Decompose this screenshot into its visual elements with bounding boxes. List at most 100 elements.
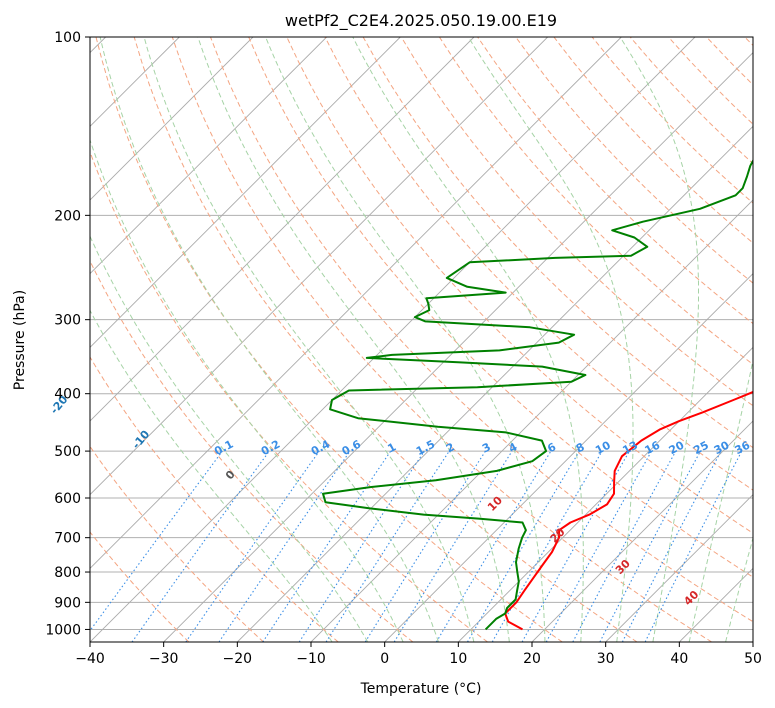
- mixing-ratio-label: 8: [574, 440, 587, 455]
- dry-adiabat-label: -10: [130, 428, 153, 452]
- mixing-ratio-label: 25: [691, 439, 711, 458]
- y-tick-label: 800: [54, 565, 81, 581]
- moist-adiabat-label: 20: [548, 525, 568, 545]
- mixing-ratio-label: 0.1: [212, 438, 235, 459]
- plot-frame: [89, 36, 754, 643]
- mixing-ratio-line: [521, 450, 630, 642]
- isotherm-line: [90, 37, 254, 201]
- x-tick-label: 10: [449, 651, 467, 667]
- dry-adiabat-line: [90, 356, 339, 642]
- dry-adiabat-line: [171, 37, 712, 642]
- isotherm-line: [90, 37, 327, 275]
- mixing-ratio-label: 2: [444, 440, 457, 455]
- isotherm-line: [90, 37, 548, 496]
- mixing-ratio-line: [298, 450, 425, 642]
- moist-adiabat-line: [619, 37, 699, 642]
- dry-adiabat-line: [438, 37, 753, 366]
- moist-adiabat-line: [90, 138, 404, 642]
- moist-adiabat-line: [688, 358, 753, 642]
- mixing-ratio-label: 1.5: [414, 438, 437, 459]
- dry-adiabat-line: [90, 531, 190, 642]
- mixing-ratio-line: [435, 450, 552, 642]
- mixing-ratio-label: 20: [667, 438, 687, 457]
- dry-adiabat-line: [95, 37, 563, 642]
- moist-adiabat-label: 10: [485, 494, 505, 514]
- isotherm-line: [237, 125, 753, 642]
- mixing-ratio-line: [621, 450, 722, 642]
- line-labels: 0.10.20.40.611.52346810131620253036-100-…: [48, 393, 753, 608]
- temperature-profile-line: [504, 390, 753, 631]
- mixing-ratio-line: [131, 450, 270, 642]
- dry-adiabat-line: [90, 150, 488, 642]
- x-tick-label: −20: [223, 651, 253, 667]
- mixing-ratio-label: 30: [712, 438, 732, 457]
- dry-adiabat-line: [744, 37, 753, 47]
- x-tick-label: 0: [380, 651, 389, 667]
- dry-adiabat-line: [362, 37, 753, 449]
- dry-adiabat-line: [668, 37, 753, 125]
- isotherm-line: [90, 37, 475, 422]
- mixing-ratio-label: 0.2: [259, 438, 282, 459]
- y-tick-label: 300: [54, 313, 81, 329]
- dry-adiabat-line: [90, 445, 264, 642]
- dry-adiabat-line: [210, 37, 753, 623]
- mixing-ratio-line: [572, 450, 677, 642]
- y-tick-label: 100: [54, 30, 81, 46]
- y-tick-label: 1000: [45, 622, 81, 638]
- mixing-ratio-label: 4: [507, 440, 520, 455]
- x-tick-label: −40: [75, 651, 105, 667]
- moist-adiabat-line: [265, 37, 546, 642]
- dry-adiabat-line: [515, 37, 753, 284]
- dry-adiabat-line: [133, 37, 638, 642]
- dry-adiabat-line: [400, 37, 753, 407]
- mixing-ratio-label: 10: [593, 438, 613, 457]
- moist-adiabat-line: [197, 37, 510, 642]
- isotherm-line: [458, 346, 753, 642]
- isotherm-line: [163, 52, 753, 642]
- moist-adiabat-line: [467, 37, 634, 642]
- dry-adiabat-line: [90, 259, 414, 642]
- mixing-ratio-label: 16: [643, 438, 663, 457]
- isotherm-line: [90, 37, 622, 569]
- mixing-ratio-label: 0.6: [340, 437, 364, 458]
- mixing-ratio-line: [218, 450, 351, 642]
- gridlines: [90, 37, 753, 642]
- isotherm-line: [752, 641, 753, 642]
- isotherm-line: [90, 37, 401, 348]
- dry-adiabat-line: [248, 37, 753, 578]
- mixing-ratio-label: 36: [733, 438, 753, 457]
- axes: −40 −30 −20 −10 0 10 20 30 40 5010020030040050060…: [45, 30, 762, 667]
- isotherm-line: [605, 494, 753, 642]
- isotherm-line: [679, 567, 753, 642]
- x-tick-label: 50: [744, 651, 762, 667]
- x-tick-label: −10: [296, 651, 326, 667]
- x-axis-label: Temperature (°C): [360, 681, 482, 697]
- isotherm-line: [90, 37, 696, 642]
- y-axis-label: Pressure (hPa): [12, 290, 28, 390]
- mixing-ratio-line: [393, 450, 513, 642]
- y-tick-label: 600: [54, 491, 81, 507]
- isotherm-line: [384, 273, 753, 642]
- mixing-ratio-label: 13: [620, 439, 640, 458]
- x-tick-label: 20: [523, 651, 541, 667]
- moist-adiabat-line: [352, 37, 584, 642]
- mixing-ratio-line: [262, 450, 392, 642]
- series-lines: [322, 158, 753, 631]
- y-tick-label: 200: [54, 208, 81, 224]
- mixing-ratio-line: [185, 450, 320, 642]
- moist-adiabat-line: [99, 37, 439, 642]
- dry-adiabat-line: [324, 37, 753, 491]
- dewpoint-profile-line: [322, 158, 753, 631]
- x-tick-label: 40: [670, 651, 688, 667]
- y-tick-label: 500: [54, 444, 81, 460]
- x-tick-label: 30: [597, 651, 615, 667]
- mixing-ratio-line: [325, 450, 450, 642]
- x-tick-label: −30: [149, 651, 179, 667]
- dry-adiabat-line: [591, 37, 753, 204]
- mixing-ratio-line: [90, 450, 223, 632]
- background-lines: [90, 37, 753, 642]
- y-tick-label: 900: [54, 595, 81, 611]
- chart-title: wetPf2_C2E4.2025.050.19.00.E19: [285, 11, 557, 31]
- moist-adiabat-line: [90, 309, 333, 642]
